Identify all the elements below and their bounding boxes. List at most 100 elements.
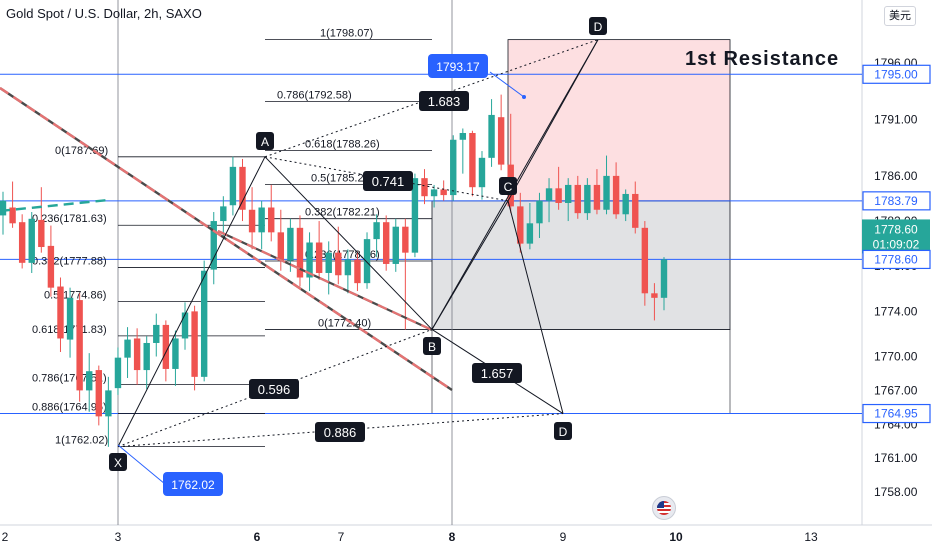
fib-level-label: 0.618(1788.26) xyxy=(305,138,380,150)
candle-body[interactable] xyxy=(229,166,237,206)
price-badge-value: 1778.60 xyxy=(874,252,918,266)
fib-level-label: 0.382(1777.88) xyxy=(32,256,107,268)
point-label: D xyxy=(594,20,603,34)
candle-body[interactable] xyxy=(95,370,102,417)
candle-body[interactable] xyxy=(143,342,150,371)
candle-body[interactable] xyxy=(162,324,170,369)
candle-body[interactable] xyxy=(287,227,294,261)
price-badge xyxy=(862,249,931,270)
candle-body[interactable] xyxy=(584,184,591,214)
candle-body[interactable] xyxy=(181,312,189,339)
ratio-line-ac xyxy=(264,156,509,202)
candle-body[interactable] xyxy=(47,245,55,288)
candle-body[interactable] xyxy=(18,222,26,263)
candle-body[interactable] xyxy=(555,188,562,203)
candle-body[interactable] xyxy=(248,209,256,233)
fib-level-label: 0.786(1792.58) xyxy=(277,90,352,102)
candle-body[interactable] xyxy=(133,338,141,371)
candle-body[interactable] xyxy=(430,189,438,197)
candle-body[interactable] xyxy=(526,223,534,244)
candle-body[interactable] xyxy=(469,132,476,188)
candle-body[interactable] xyxy=(612,175,620,215)
candle-body[interactable] xyxy=(325,252,332,273)
point-label-box xyxy=(554,422,572,440)
candle-body[interactable] xyxy=(382,222,390,264)
ratio-box-label: 0.886 xyxy=(324,425,357,440)
candle-body[interactable] xyxy=(38,219,45,248)
candle-body[interactable] xyxy=(335,252,342,276)
y-tick-label: 1758.00 xyxy=(874,485,918,499)
fib-level-label: 0.236(1778.46) xyxy=(305,249,380,261)
candle-body[interactable] xyxy=(239,166,246,210)
candle-body[interactable] xyxy=(114,357,122,389)
candle-body[interactable] xyxy=(593,184,601,210)
candle-body[interactable] xyxy=(517,206,524,244)
candle-body[interactable] xyxy=(536,200,543,224)
candle-body[interactable] xyxy=(354,259,361,284)
candle-body[interactable] xyxy=(268,207,275,233)
high-callout-label: 1793.17 xyxy=(436,60,480,74)
fib-level-label: 1(1762.02) xyxy=(55,435,108,447)
candle-body[interactable] xyxy=(651,293,658,298)
candle-body[interactable] xyxy=(459,132,467,140)
candle-body[interactable] xyxy=(277,232,285,261)
candle-body[interactable] xyxy=(632,193,639,228)
us-flag-icon[interactable] xyxy=(652,496,676,520)
candle-body[interactable] xyxy=(363,239,371,284)
lower-channel-dash xyxy=(217,230,433,331)
candle-body[interactable] xyxy=(545,188,553,201)
candle-body[interactable] xyxy=(450,139,457,196)
ratio-box-label: 0.741 xyxy=(372,174,405,189)
candle-body[interactable] xyxy=(660,259,668,298)
candle-body[interactable] xyxy=(172,338,179,369)
candle-body[interactable] xyxy=(153,324,160,343)
candle-body[interactable] xyxy=(344,259,352,276)
candle-body[interactable] xyxy=(488,114,495,158)
candle-body[interactable] xyxy=(440,189,447,196)
y-tick-label: 1767.00 xyxy=(874,383,918,397)
candle-body[interactable] xyxy=(86,371,93,391)
candle-body[interactable] xyxy=(392,226,399,264)
candle-body[interactable] xyxy=(57,286,64,339)
candle-body[interactable] xyxy=(497,117,505,165)
candle-body[interactable] xyxy=(565,184,572,203)
ratio-line-xb xyxy=(117,328,433,448)
candle-body[interactable] xyxy=(373,222,380,240)
candle-body[interactable] xyxy=(402,226,409,253)
candle-body[interactable] xyxy=(411,178,419,253)
downtrend-line-dash xyxy=(0,87,453,391)
candle-body[interactable] xyxy=(220,206,227,222)
resistance-label: 1st Resistance xyxy=(685,48,840,70)
candle-body[interactable] xyxy=(105,390,112,417)
y-tick-label: 1761.00 xyxy=(874,451,918,465)
candle-body[interactable] xyxy=(574,184,581,214)
candle-body[interactable] xyxy=(200,270,208,377)
currency-button[interactable]: 美元 xyxy=(884,6,916,26)
x-tick-label: 13 xyxy=(804,530,818,544)
candle-body[interactable] xyxy=(296,227,304,278)
candle-body[interactable] xyxy=(28,218,35,263)
high-callout-dot xyxy=(522,95,526,99)
candle-body[interactable] xyxy=(9,207,16,224)
candle-body[interactable] xyxy=(603,175,610,210)
candle-body[interactable] xyxy=(191,311,198,377)
y-tick-label: 1774.00 xyxy=(874,304,918,318)
candle-body[interactable] xyxy=(421,178,428,197)
candle-body[interactable] xyxy=(622,193,629,215)
ratio-box-label: 1.683 xyxy=(428,94,461,109)
candle-body[interactable] xyxy=(306,242,313,278)
point-label-box xyxy=(256,132,274,150)
candle-body[interactable] xyxy=(641,227,649,294)
resistance-zone-box xyxy=(507,39,731,202)
candle-body[interactable] xyxy=(315,242,323,273)
candle-body[interactable] xyxy=(76,300,83,391)
candle-body[interactable] xyxy=(478,157,486,188)
candle-body[interactable] xyxy=(258,207,265,233)
candle-body[interactable] xyxy=(66,297,74,340)
candle-body[interactable] xyxy=(124,339,131,358)
fib-level-label: 0.5(1785.24) xyxy=(311,172,373,184)
candle-body[interactable] xyxy=(0,200,7,216)
candle-body[interactable] xyxy=(210,221,217,270)
point-label-box xyxy=(499,177,517,195)
